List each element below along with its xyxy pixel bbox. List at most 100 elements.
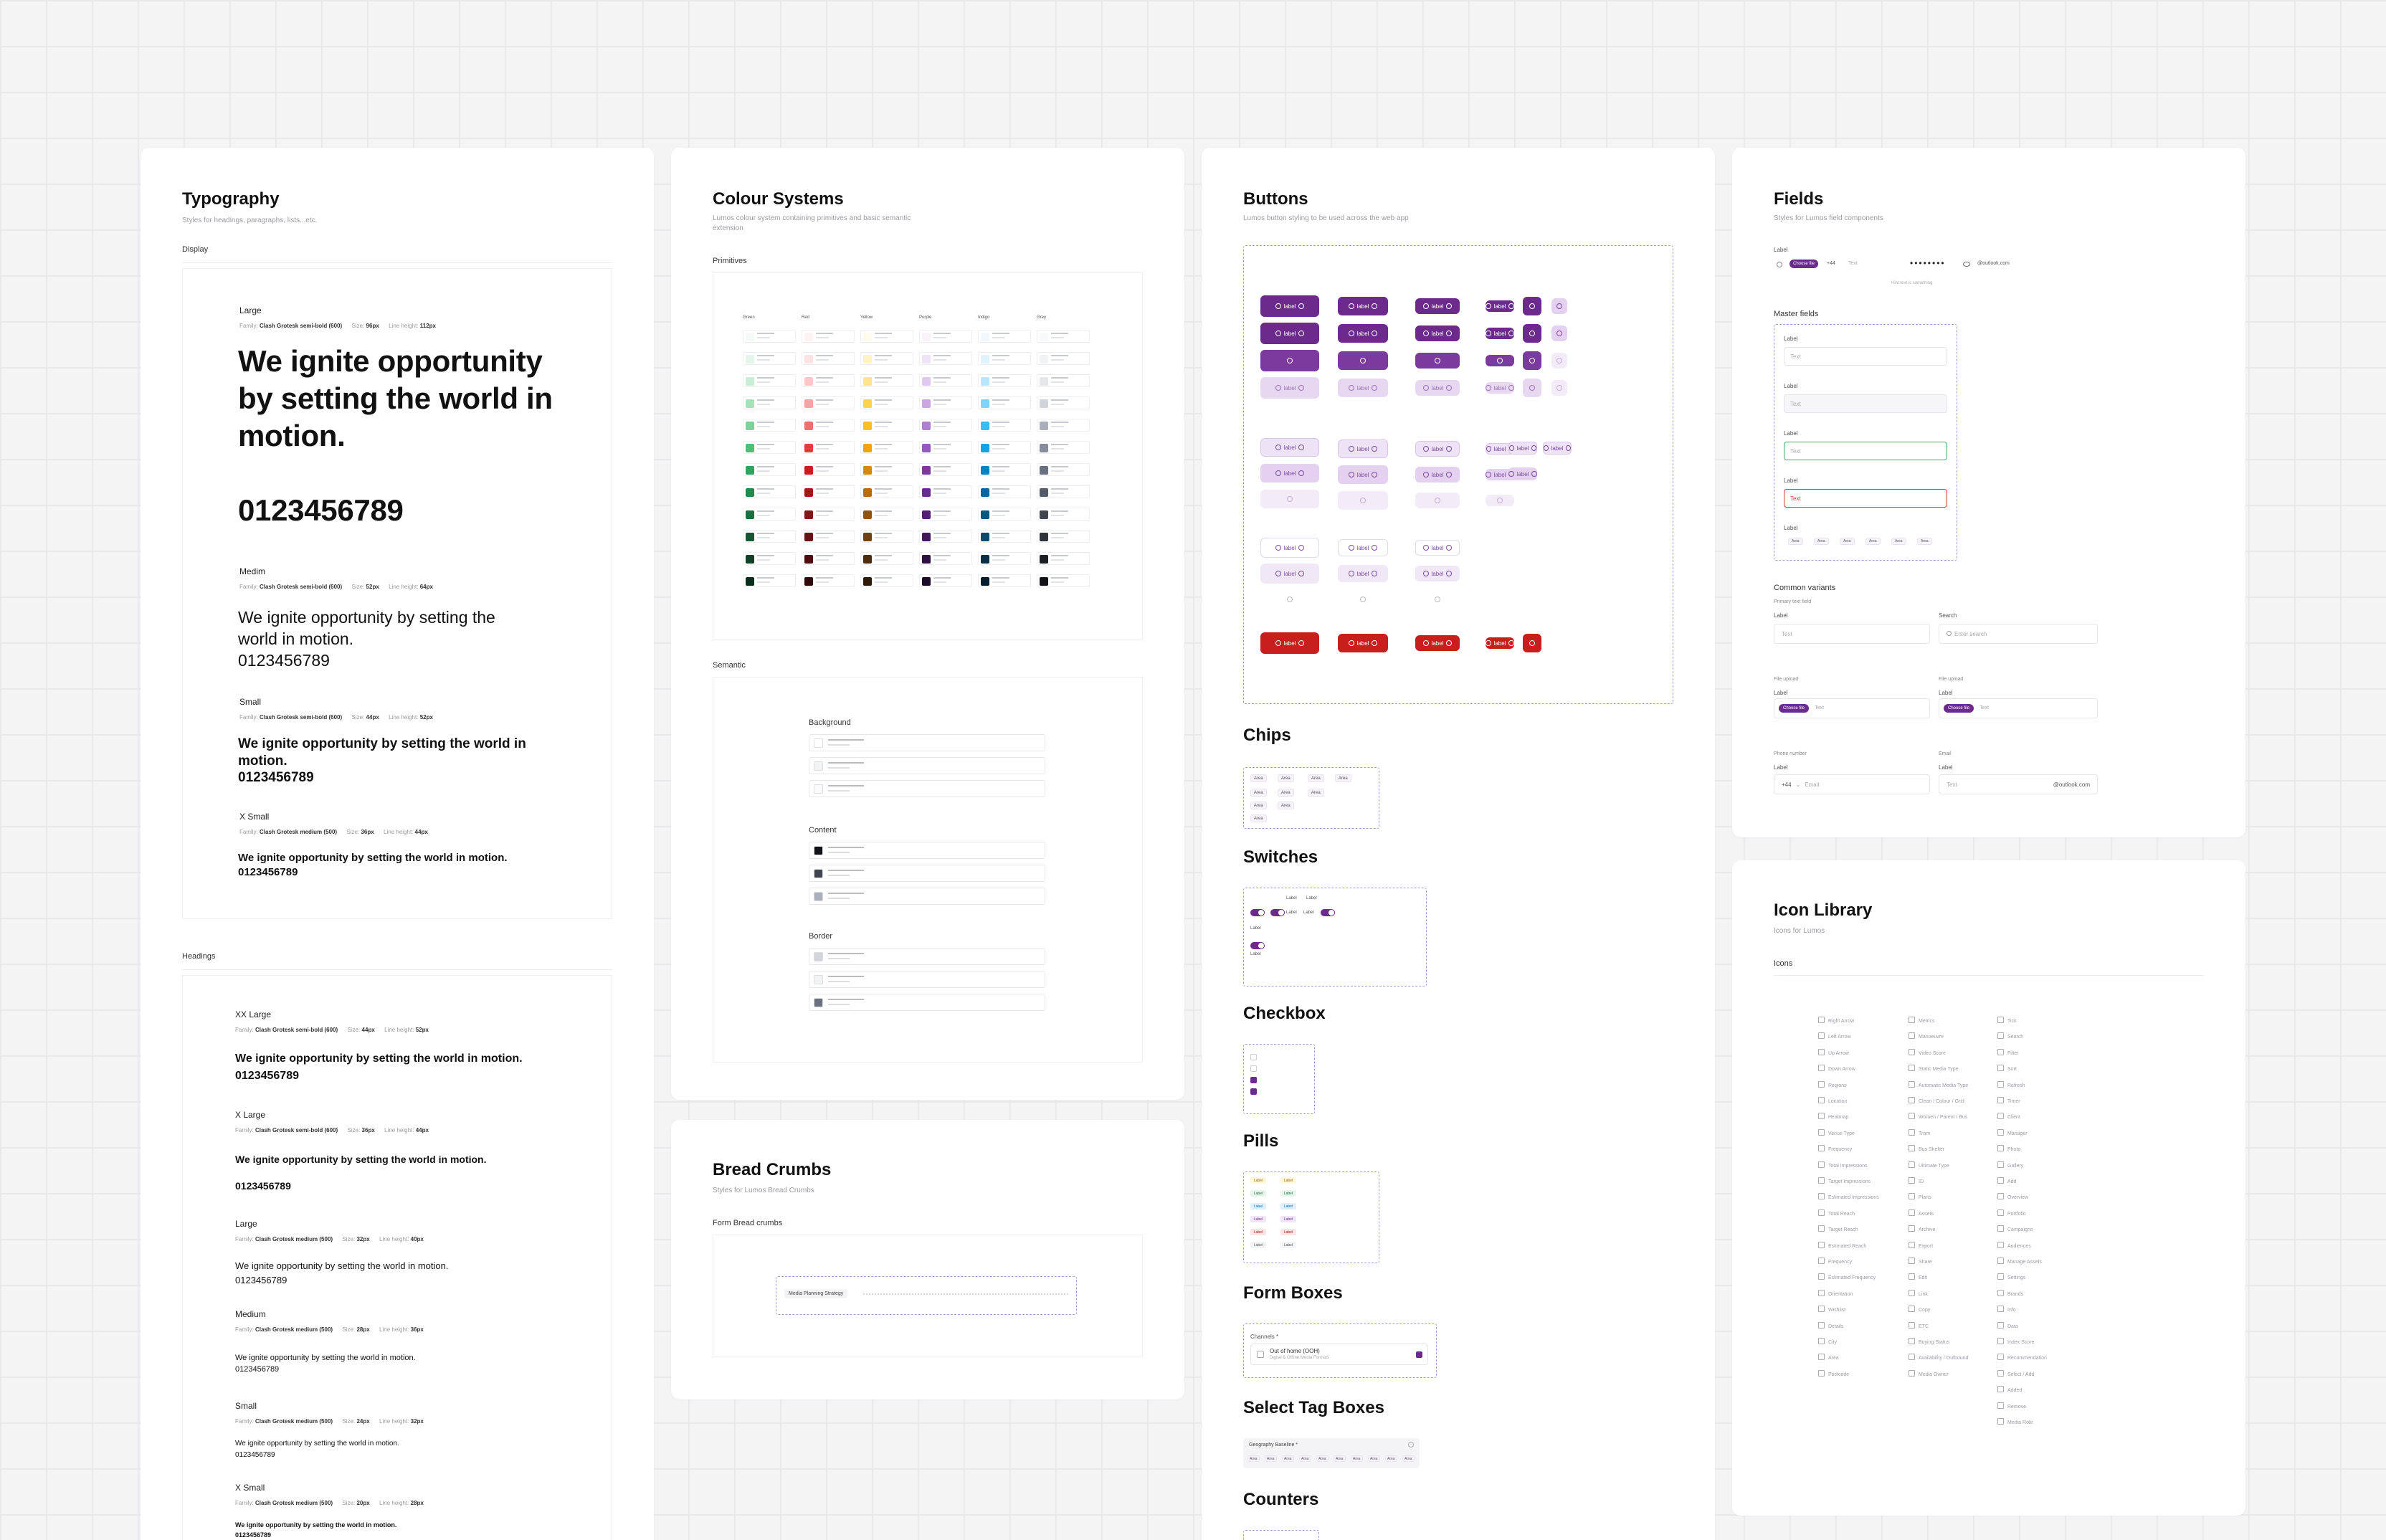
secondary-button-2-2[interactable] [1415,493,1460,508]
chip-1[interactable]: Area [1278,774,1294,782]
file-upload-input-2[interactable]: Choose file Text [1939,698,2098,718]
secondary-extra-1[interactable]: label [1508,467,1537,480]
primary-icon-button-3[interactable] [1523,379,1541,397]
secondary-button-2-1[interactable] [1338,491,1388,510]
danger-icon-button[interactable] [1523,634,1541,652]
master-tag-0[interactable]: Area [1788,538,1803,545]
primary-icon-button-sm-1[interactable] [1551,325,1567,341]
danger-button-1[interactable]: label [1338,634,1388,652]
primary-button-2-2[interactable] [1415,353,1460,369]
master-tag-5[interactable]: Area [1917,538,1932,545]
ghost-button-1-2[interactable]: label [1415,566,1460,581]
choose-file-button-2[interactable]: Choose file [1944,704,1974,713]
ghost-button-2-2[interactable] [1415,591,1460,607]
geo-tag-9[interactable]: Area [1402,1455,1415,1462]
primary-button-1-3[interactable]: label [1486,328,1514,339]
secondary-extra-0[interactable]: label [1508,442,1537,455]
geo-tag-8[interactable]: Area [1385,1455,1397,1462]
master-field-input-2[interactable]: Text [1784,442,1947,460]
switch-on-1[interactable] [1250,909,1265,916]
primary-button-0-1[interactable]: label [1338,297,1388,315]
danger-button-2[interactable]: label [1415,635,1460,651]
phone-input[interactable]: +44 ⌄ Email [1774,774,1930,794]
secondary-button-1-3[interactable]: label [1486,469,1514,480]
ghost-button-0-1[interactable]: label [1338,539,1388,556]
primary-icon-button-0[interactable] [1523,297,1541,315]
master-tag-4[interactable]: Area [1891,538,1906,545]
chip-4[interactable]: Area [1250,789,1267,797]
secondary-button-1-1[interactable]: label [1338,465,1388,484]
ghost-button-2-0[interactable] [1260,589,1319,609]
master-field-input-0[interactable]: Text [1784,347,1947,366]
top-eye-icon[interactable] [1963,262,1970,267]
search-input[interactable]: Enter search [1939,624,2098,644]
ooh-option[interactable]: Out of home (OOH) Digital & Offline Medi… [1250,1344,1428,1365]
checkbox-unchecked-2[interactable] [1250,1065,1257,1072]
geo-tag-7[interactable]: Area [1368,1455,1380,1462]
geo-box[interactable]: Geography Baseline * [1243,1438,1420,1468]
secondary-button-0-2[interactable]: label [1415,441,1460,457]
email-input[interactable]: Text @outlook.com [1939,774,2098,794]
chip-2[interactable]: Area [1308,774,1324,782]
secondary-button-2-3[interactable] [1486,495,1514,506]
primary-button-0-3[interactable]: label [1486,300,1514,312]
geo-tag-6[interactable]: Area [1351,1455,1363,1462]
chip-8[interactable]: Area [1278,802,1294,809]
primary-icon-button-2[interactable] [1523,351,1541,370]
switch-on-4[interactable] [1250,942,1265,949]
secondary-button-2-0[interactable] [1260,490,1319,508]
ghost-button-0-0[interactable]: label [1260,538,1319,558]
geo-tag-1[interactable]: Area [1265,1455,1277,1462]
checkbox-checked-2[interactable] [1250,1088,1257,1095]
primary-button-3-0[interactable]: label [1260,377,1319,399]
geo-tag-4[interactable]: Area [1316,1455,1329,1462]
chip-7[interactable]: Area [1250,802,1267,809]
primary-icon-button-sm-3[interactable] [1551,380,1567,396]
chip-0[interactable]: Area [1250,774,1267,782]
file-upload-input-1[interactable]: Choose file Text [1774,698,1930,718]
secondary-extra-b[interactable]: label [1543,442,1572,455]
primary-button-3-3[interactable]: label [1486,382,1514,394]
secondary-button-1-2[interactable]: label [1415,467,1460,483]
danger-button-3[interactable]: label [1486,637,1514,649]
ooh-check[interactable] [1416,1351,1422,1358]
secondary-button-0-1[interactable]: label [1338,439,1388,458]
breadcrumb-active[interactable]: Media Planning Strategy [784,1289,848,1298]
top-choose-file[interactable]: Choose file [1790,260,1819,268]
ghost-button-2-1[interactable] [1338,591,1388,608]
primary-icon-button-sm-2[interactable] [1551,353,1567,369]
primary-button-2-1[interactable] [1338,351,1388,370]
geo-close-icon[interactable] [1408,1442,1414,1448]
master-tag-1[interactable]: Area [1814,538,1829,545]
master-field-input-1[interactable]: Text [1784,394,1947,413]
choose-file-button-1[interactable]: Choose file [1779,704,1810,713]
primary-button-2-3[interactable] [1486,355,1514,366]
ghost-button-1-1[interactable]: label [1338,565,1388,582]
primary-button-0-2[interactable]: label [1415,298,1460,314]
checkbox-checked-1[interactable] [1250,1077,1257,1083]
chip-9[interactable]: Area [1250,814,1267,822]
primary-button-3-1[interactable]: label [1338,379,1388,397]
chip-3[interactable]: Area [1335,774,1351,782]
ghost-button-0-2[interactable]: label [1415,540,1460,556]
primary-icon-button-1[interactable] [1523,324,1541,343]
primary-button-1-0[interactable]: label [1260,323,1319,344]
chip-5[interactable]: Area [1278,789,1294,797]
geo-tag-2[interactable]: Area [1282,1455,1294,1462]
switch-on-3[interactable] [1321,909,1335,916]
geo-tag-0[interactable]: Area [1247,1455,1260,1462]
primary-button-2-0[interactable] [1260,350,1319,371]
primary-button-0-0[interactable]: label [1260,295,1319,317]
ghost-button-1-0[interactable]: label [1260,564,1319,584]
switch-on-2[interactable] [1270,909,1285,916]
master-tag-2[interactable]: Area [1840,538,1855,545]
secondary-button-0-0[interactable]: label [1260,438,1319,457]
danger-button-0[interactable]: label [1260,632,1319,654]
geo-tag-5[interactable]: Area [1334,1455,1346,1462]
primary-button-3-2[interactable]: label [1415,380,1460,396]
primary-button-1-2[interactable]: label [1415,325,1460,341]
secondary-button-1-0[interactable]: label [1260,464,1319,483]
primary-button-1-1[interactable]: label [1338,324,1388,343]
checkbox-unchecked-1[interactable] [1250,1054,1257,1060]
primary-text-input[interactable]: Text [1774,624,1930,644]
